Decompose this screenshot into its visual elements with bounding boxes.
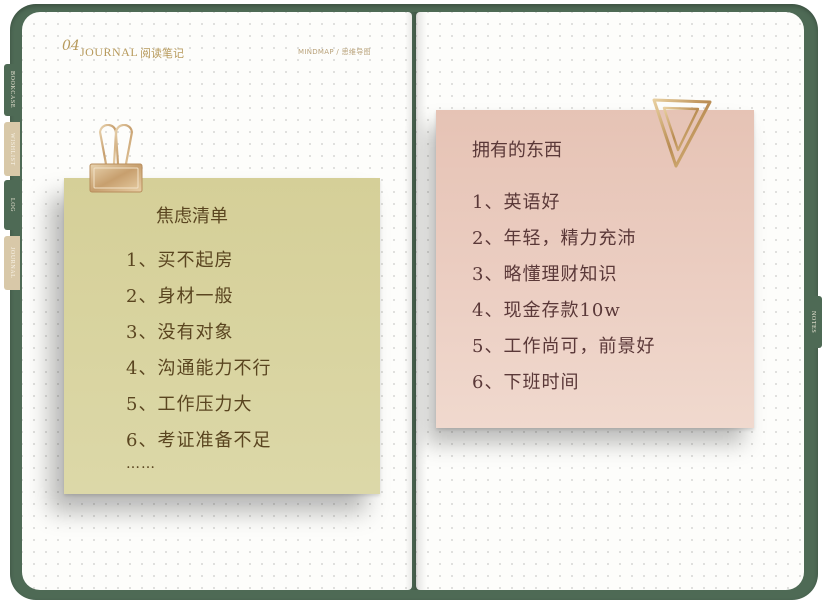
paper-clip-icon (652, 98, 712, 168)
tab-bookcase[interactable]: BOOKCASE (4, 64, 20, 116)
owned-item: 1、英语好 (472, 192, 561, 213)
journal-label: JOURNAL (80, 45, 139, 59)
owned-item: 3、略懂理财知识 (472, 264, 618, 285)
anxiety-item: 4、沟通能力不行 (126, 358, 272, 379)
section-title: 阅读笔记 (140, 47, 184, 60)
tab-wishlist[interactable]: WISHLIST (4, 122, 20, 176)
tab-bookcase-label: BOOKCASE (9, 71, 15, 109)
owned-item: 4、现金存款10w (472, 300, 621, 321)
anxiety-note-title: 焦虑清单 (156, 206, 228, 227)
page-number: 04 (62, 38, 80, 54)
tab-log-label: LOG (9, 197, 15, 213)
anxiety-item: 6、考证准备不足 (126, 430, 272, 451)
anxiety-item: 5、工作压力大 (126, 394, 253, 415)
tab-notes[interactable]: NOTES (804, 296, 822, 348)
binder-clip-icon (89, 124, 143, 193)
notebook-spine (405, 12, 427, 590)
owned-item: 6、下班时间 (472, 372, 580, 393)
owned-item: 5、工作尚可，前景好 (472, 336, 656, 357)
anxiety-item: 2、身材一般 (126, 286, 234, 307)
anxiety-ellipsis: …… (126, 456, 156, 472)
owned-sticky-note: 拥有的东西 1、英语好 2、年轻，精力充沛 3、略懂理财知识 4、现金存款10w… (436, 110, 754, 428)
tab-wishlist-label: WISHLIST (9, 132, 15, 166)
owned-note-title: 拥有的东西 (472, 140, 562, 161)
tab-notes-label: NOTES (810, 310, 816, 334)
mindmap-label: MINDMAP / 思维导图 (298, 48, 371, 56)
anxiety-item: 1、买不起房 (126, 250, 234, 271)
tab-log[interactable]: LOG (4, 180, 20, 230)
owned-item: 2、年轻，精力充沛 (472, 228, 637, 249)
anxiety-sticky-note: 焦虑清单 1、买不起房 2、身材一般 3、没有对象 4、沟通能力不行 5、工作压… (64, 178, 380, 494)
tab-journal[interactable]: JOURNAL (4, 236, 20, 290)
tab-journal-label: JOURNAL (9, 247, 15, 279)
anxiety-item: 3、没有对象 (126, 322, 234, 343)
